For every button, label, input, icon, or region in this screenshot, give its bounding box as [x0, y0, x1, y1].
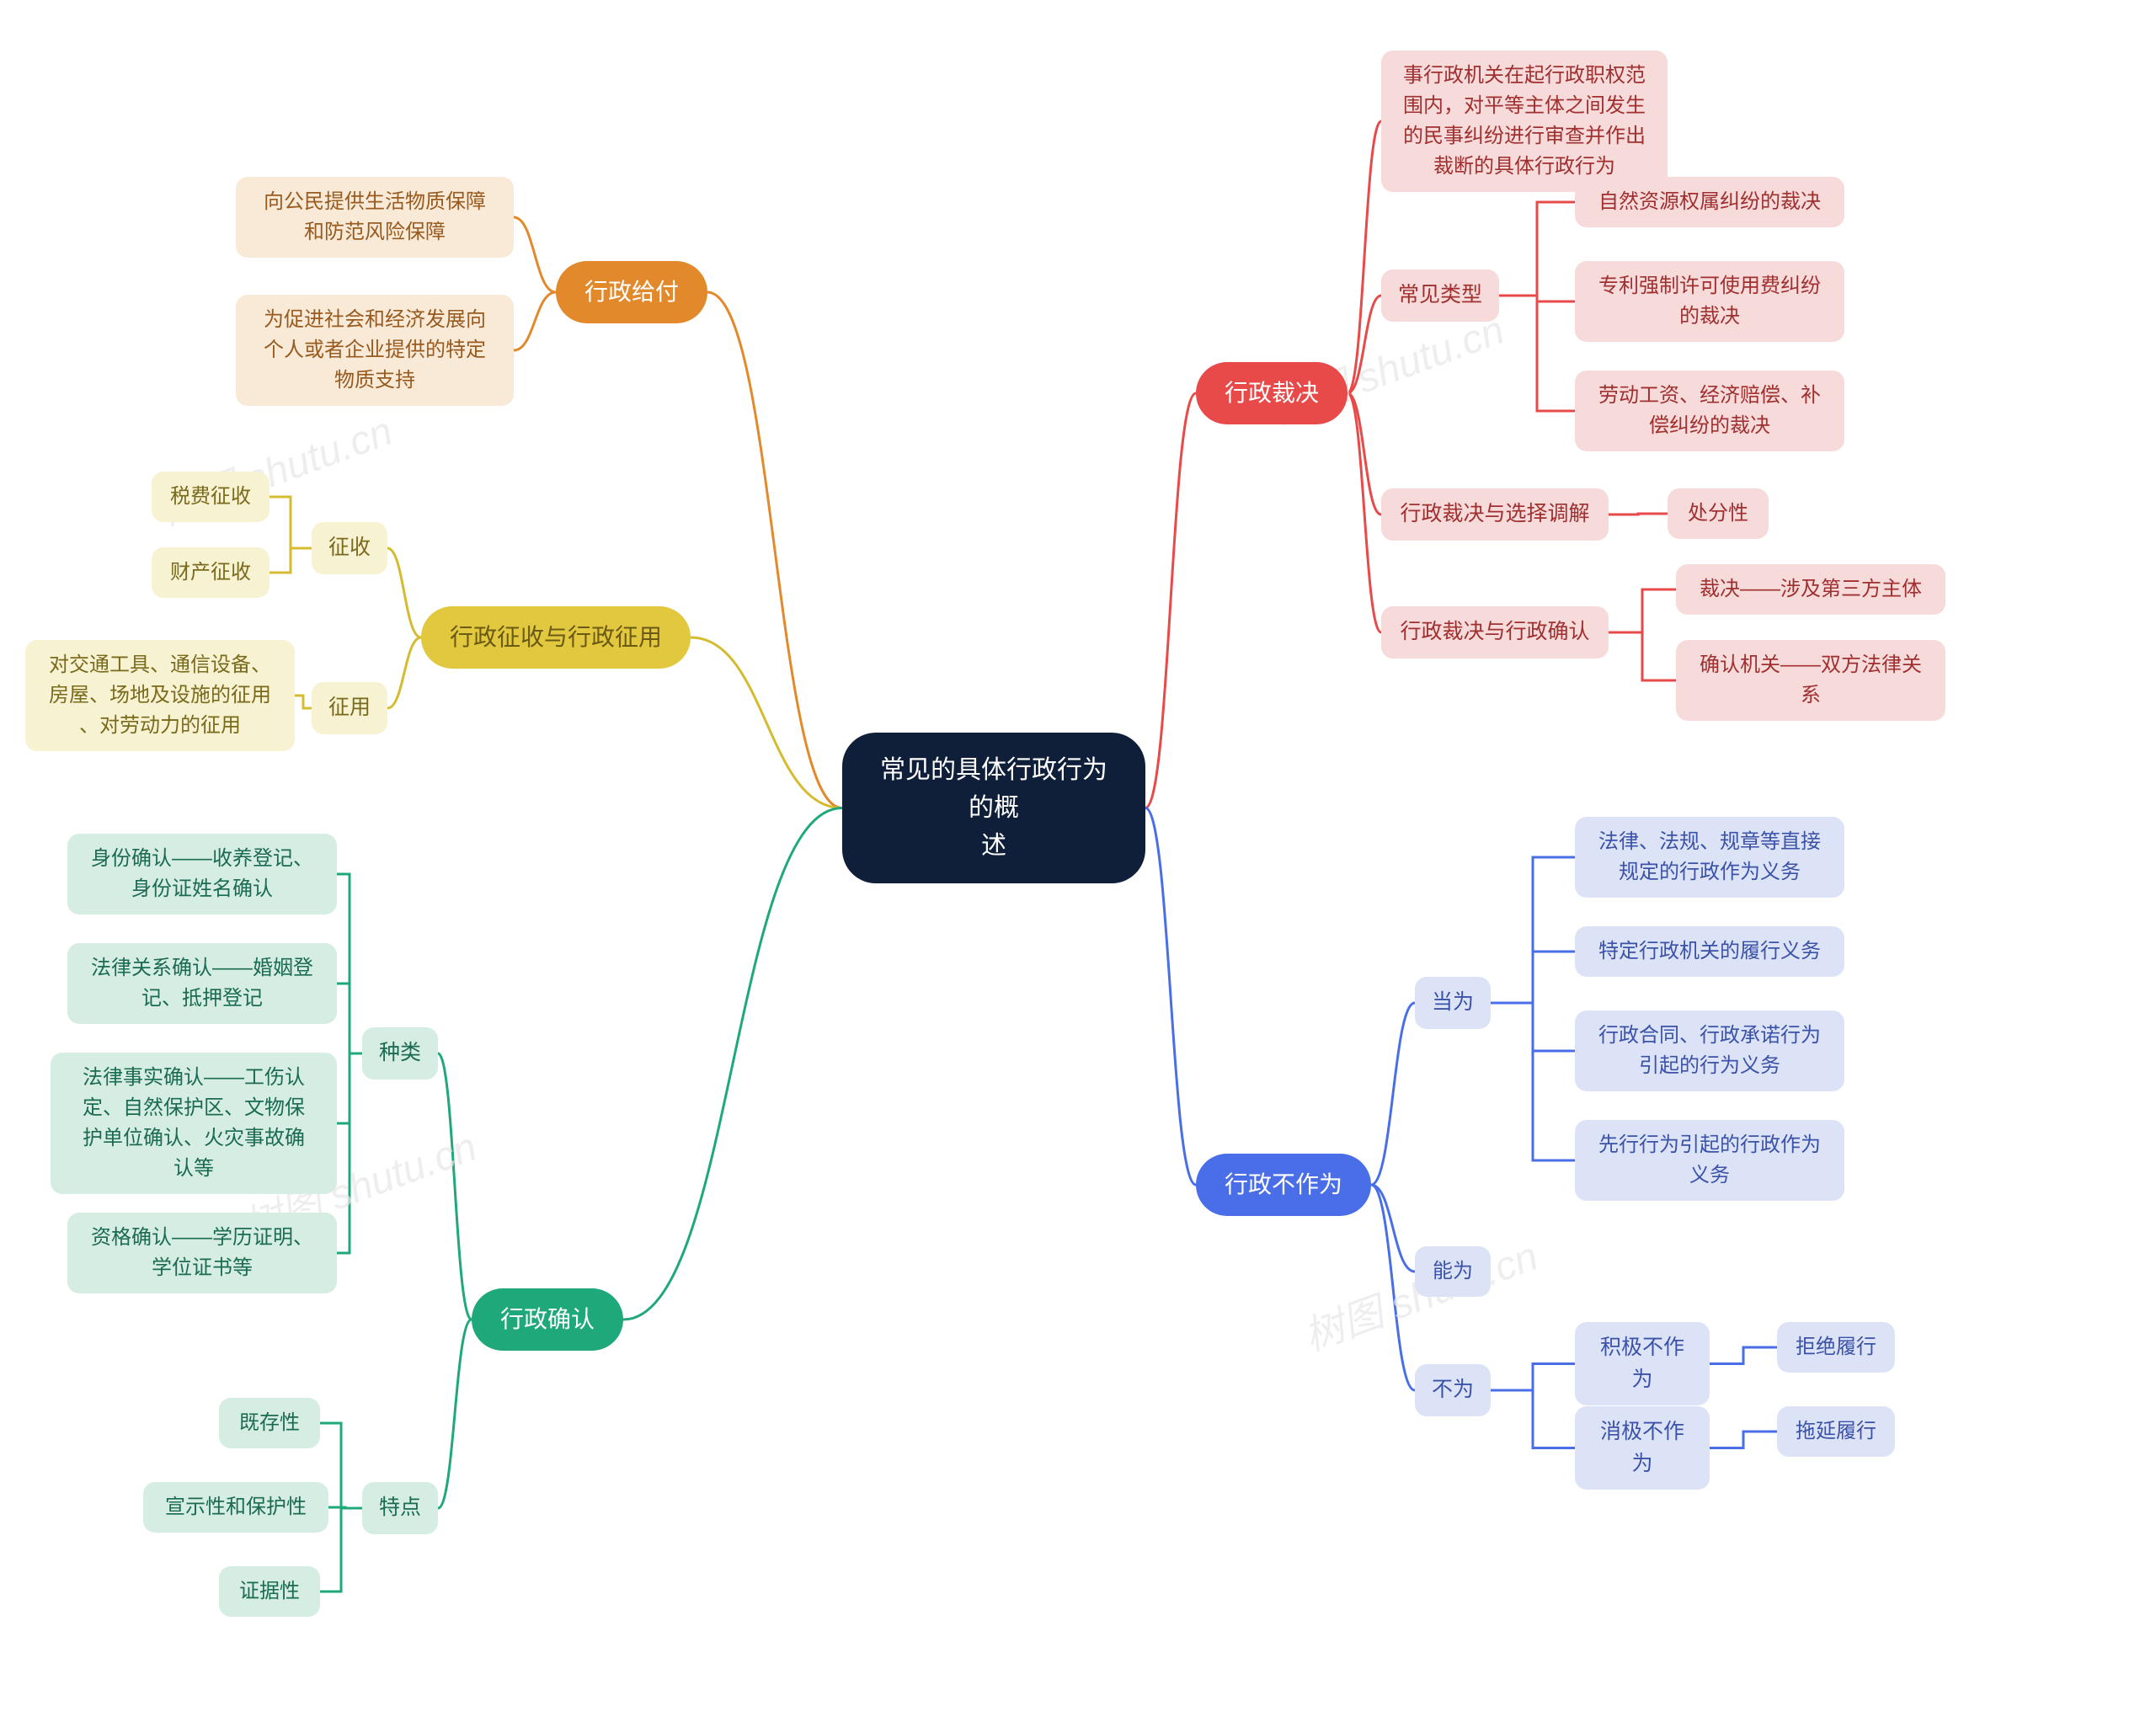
leaf-b4a: 事行政机关在起行政职权范围内，对平等主体之间发生 的民事纠纷进行审查并作出裁断的…: [1381, 51, 1668, 192]
branch-b1: 行政给付: [556, 261, 707, 323]
leaf-b3a1: 身份确认——收养登记、 身份证姓名确认: [67, 834, 337, 914]
leaf-b5a4: 先行行为引起的行政作为 义务: [1575, 1120, 1844, 1201]
sub-b3a: 种类: [362, 1027, 438, 1080]
leaf-b3b1: 既存性: [219, 1398, 320, 1448]
leaf-b2a1: 税费征收: [152, 472, 270, 522]
leaf-b5c2a: 拖延履行: [1777, 1406, 1895, 1457]
sub-b4c: 行政裁决与选择调解: [1381, 488, 1609, 541]
sub-b4b: 常见类型: [1381, 269, 1499, 322]
branch-b5: 行政不作为: [1196, 1154, 1371, 1216]
leaf-b4c1: 处分性: [1668, 488, 1769, 539]
branch-b4: 行政裁决: [1196, 362, 1348, 424]
sub-b5c2: 消极不作为: [1575, 1406, 1710, 1490]
leaf-b5a2: 特定行政机关的履行义务: [1575, 926, 1844, 977]
leaf-b3a3: 法律事实确认——工伤认 定、自然保护区、文物保 护单位确认、火灾事故确 认等: [51, 1053, 337, 1194]
sub-b5c1: 积极不作为: [1575, 1322, 1710, 1405]
leaf-b1b: 为促进社会和经济发展向 个人或者企业提供的特定 物质支持: [236, 295, 514, 406]
leaf-b5a1: 法律、法规、规章等直接 规定的行政作为义务: [1575, 817, 1844, 898]
sub-b4d: 行政裁决与行政确认: [1381, 606, 1609, 659]
sub-b3b: 特点: [362, 1482, 438, 1534]
leaf-b2a2: 财产征收: [152, 547, 270, 598]
leaf-b5b: 能为: [1415, 1246, 1491, 1297]
leaf-b4d1: 裁决——涉及第三方主体: [1676, 564, 1945, 615]
root-node: 常见的具体行政行为的概 述: [842, 733, 1145, 883]
leaf-b4d2: 确认机关——双方法律关 系: [1676, 640, 1945, 721]
sub-b2a: 征收: [312, 522, 387, 574]
leaf-b3b3: 证据性: [219, 1566, 320, 1617]
leaf-b3a2: 法律关系确认——婚姻登 记、抵押登记: [67, 943, 337, 1024]
leaf-b3b2: 宣示性和保护性: [143, 1482, 328, 1533]
leaf-b2b1: 对交通工具、通信设备、 房屋、场地及设施的征用 、对劳动力的征用: [25, 640, 295, 751]
branch-b2: 行政征收与行政征用: [421, 606, 691, 669]
leaf-b5c1a: 拒绝履行: [1777, 1322, 1895, 1373]
sub-b5a: 当为: [1415, 977, 1491, 1029]
branch-b3: 行政确认: [472, 1288, 623, 1351]
sub-b5c: 不为: [1415, 1364, 1491, 1416]
leaf-b4b2: 专利强制许可使用费纠纷 的裁决: [1575, 261, 1844, 342]
leaf-b1a: 向公民提供生活物质保障 和防范风险保障: [236, 177, 514, 258]
leaf-b5a3: 行政合同、行政承诺行为 引起的行为义务: [1575, 1010, 1844, 1091]
leaf-b4b3: 劳动工资、经济赔偿、补 偿纠纷的裁决: [1575, 371, 1844, 451]
sub-b2b: 征用: [312, 682, 387, 734]
leaf-b4b1: 自然资源权属纠纷的裁决: [1575, 177, 1844, 227]
leaf-b3a4: 资格确认——学历证明、 学位证书等: [67, 1213, 337, 1293]
